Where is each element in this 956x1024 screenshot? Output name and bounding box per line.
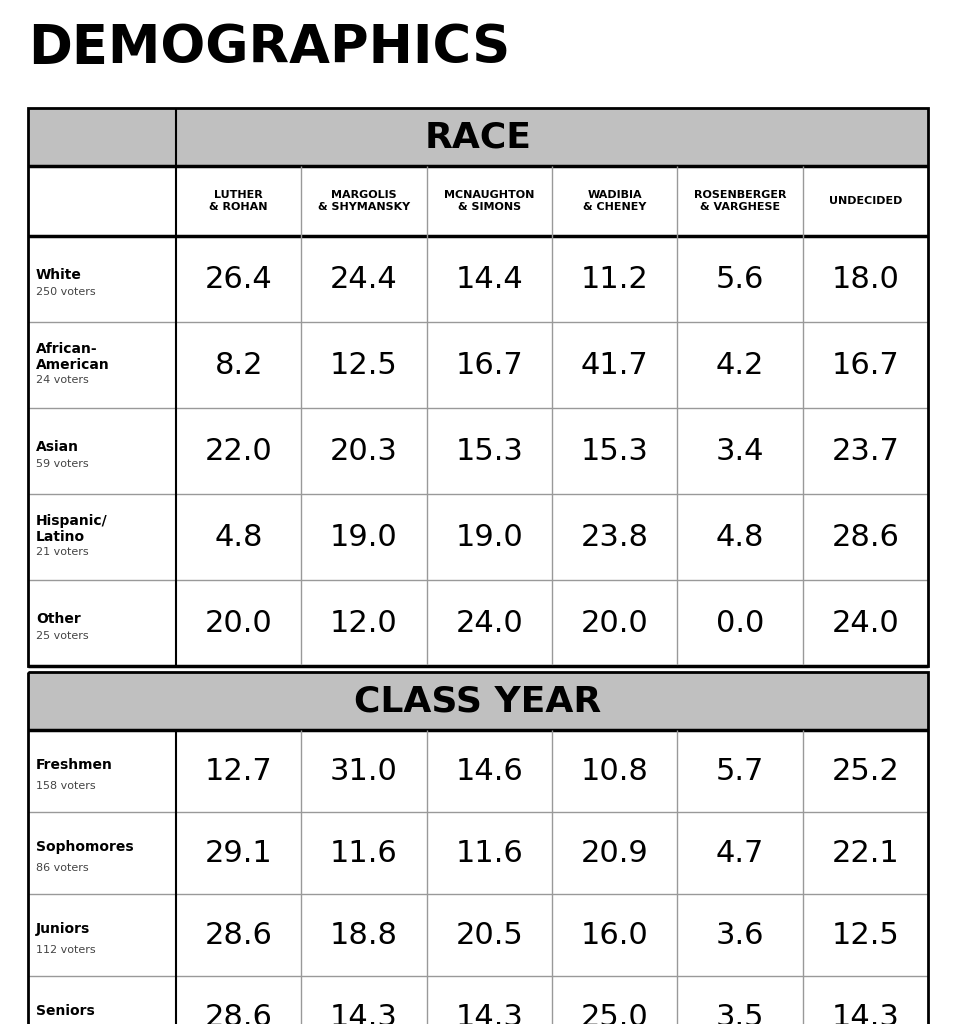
- Text: 14.3: 14.3: [832, 1002, 900, 1024]
- Text: 31.0: 31.0: [330, 757, 398, 785]
- Text: 250 voters: 250 voters: [36, 287, 96, 297]
- Text: 20.3: 20.3: [330, 436, 398, 466]
- Text: 14.3: 14.3: [330, 1002, 398, 1024]
- Text: Asian: Asian: [36, 440, 79, 454]
- Text: 8.2: 8.2: [214, 350, 263, 380]
- Text: 22.1: 22.1: [832, 839, 900, 867]
- Text: 5.6: 5.6: [716, 264, 764, 294]
- Text: 26.4: 26.4: [205, 264, 272, 294]
- Bar: [28, 812, 928, 894]
- Text: 11.6: 11.6: [455, 839, 523, 867]
- Text: 16.7: 16.7: [832, 350, 900, 380]
- Text: 24 voters: 24 voters: [36, 375, 89, 385]
- Text: 12.5: 12.5: [832, 921, 900, 949]
- Text: 14.3: 14.3: [455, 1002, 523, 1024]
- Text: 3.4: 3.4: [716, 436, 764, 466]
- Text: 4.7: 4.7: [716, 839, 764, 867]
- Text: MARGOLIS
& SHYMANSKY: MARGOLIS & SHYMANSKY: [318, 189, 410, 212]
- Text: 20.9: 20.9: [581, 839, 648, 867]
- Text: 24.0: 24.0: [832, 608, 900, 638]
- Bar: [28, 494, 928, 580]
- Bar: [28, 322, 928, 408]
- Text: 24.0: 24.0: [455, 608, 523, 638]
- Text: CLASS YEAR: CLASS YEAR: [355, 684, 601, 718]
- Bar: [28, 672, 928, 730]
- Text: Seniors: Seniors: [36, 1004, 95, 1018]
- Bar: [28, 894, 928, 976]
- Text: 10.8: 10.8: [580, 757, 648, 785]
- Text: 59 voters: 59 voters: [36, 459, 89, 469]
- Text: 23.8: 23.8: [580, 522, 649, 552]
- Text: 12.7: 12.7: [205, 757, 272, 785]
- Text: 20.0: 20.0: [205, 608, 272, 638]
- Text: 16.7: 16.7: [455, 350, 523, 380]
- Text: Juniors: Juniors: [36, 922, 90, 936]
- Text: 3.6: 3.6: [716, 921, 764, 949]
- Text: 4.8: 4.8: [716, 522, 764, 552]
- Text: 24.4: 24.4: [330, 264, 398, 294]
- Text: 20.0: 20.0: [581, 608, 648, 638]
- Bar: [28, 108, 928, 166]
- Text: DEMOGRAPHICS: DEMOGRAPHICS: [28, 22, 511, 74]
- Text: 12.0: 12.0: [330, 608, 398, 638]
- Text: 19.0: 19.0: [455, 522, 523, 552]
- Text: 158 voters: 158 voters: [36, 781, 96, 791]
- Text: 20.5: 20.5: [455, 921, 523, 949]
- Text: 28.6: 28.6: [205, 1002, 272, 1024]
- Text: White: White: [36, 268, 82, 282]
- Bar: [28, 108, 928, 666]
- Text: 15.3: 15.3: [580, 436, 648, 466]
- Text: 25 voters: 25 voters: [36, 631, 89, 641]
- Text: 15.3: 15.3: [455, 436, 523, 466]
- Bar: [28, 236, 928, 322]
- Text: MCNAUGHTON
& SIMONS: MCNAUGHTON & SIMONS: [445, 189, 534, 212]
- Text: 112 voters: 112 voters: [36, 945, 96, 955]
- Text: RACE: RACE: [424, 120, 532, 154]
- Text: 41.7: 41.7: [581, 350, 648, 380]
- Text: 23.7: 23.7: [832, 436, 900, 466]
- Text: Sophomores: Sophomores: [36, 840, 134, 854]
- Bar: [28, 976, 928, 1024]
- Text: 0.0: 0.0: [716, 608, 764, 638]
- Bar: [28, 408, 928, 494]
- Text: 4.2: 4.2: [716, 350, 764, 380]
- Text: 16.0: 16.0: [581, 921, 648, 949]
- Text: Hispanic/
Latino: Hispanic/ Latino: [36, 514, 108, 544]
- Text: 25.2: 25.2: [832, 757, 900, 785]
- Text: 18.0: 18.0: [832, 264, 900, 294]
- Text: ROSENBERGER
& VARGHESE: ROSENBERGER & VARGHESE: [694, 189, 786, 212]
- Text: Other: Other: [36, 612, 80, 626]
- Bar: [28, 730, 928, 812]
- Text: 18.8: 18.8: [330, 921, 398, 949]
- Text: 28.6: 28.6: [832, 522, 900, 552]
- Text: 4.8: 4.8: [214, 522, 263, 552]
- Text: 3.5: 3.5: [716, 1002, 764, 1024]
- Text: 21 voters: 21 voters: [36, 547, 89, 557]
- Text: 28.6: 28.6: [205, 921, 272, 949]
- Bar: [28, 166, 928, 236]
- Text: 11.2: 11.2: [581, 264, 648, 294]
- Text: 14.6: 14.6: [455, 757, 523, 785]
- Text: 29.1: 29.1: [205, 839, 272, 867]
- Text: 86 voters: 86 voters: [36, 863, 89, 873]
- Text: Freshmen: Freshmen: [36, 758, 113, 772]
- Text: 14.4: 14.4: [455, 264, 523, 294]
- Text: 11.6: 11.6: [330, 839, 398, 867]
- Text: 5.7: 5.7: [716, 757, 764, 785]
- Text: African-
American: African- American: [36, 342, 110, 372]
- Text: UNDECIDED: UNDECIDED: [829, 196, 902, 206]
- Text: 25.0: 25.0: [581, 1002, 648, 1024]
- Bar: [28, 672, 928, 1024]
- Text: LUTHER
& ROHAN: LUTHER & ROHAN: [209, 189, 268, 212]
- Text: 22.0: 22.0: [205, 436, 272, 466]
- Bar: [28, 580, 928, 666]
- Text: WADIBIA
& CHENEY: WADIBIA & CHENEY: [583, 189, 646, 212]
- Text: 12.5: 12.5: [330, 350, 398, 380]
- Text: 19.0: 19.0: [330, 522, 398, 552]
